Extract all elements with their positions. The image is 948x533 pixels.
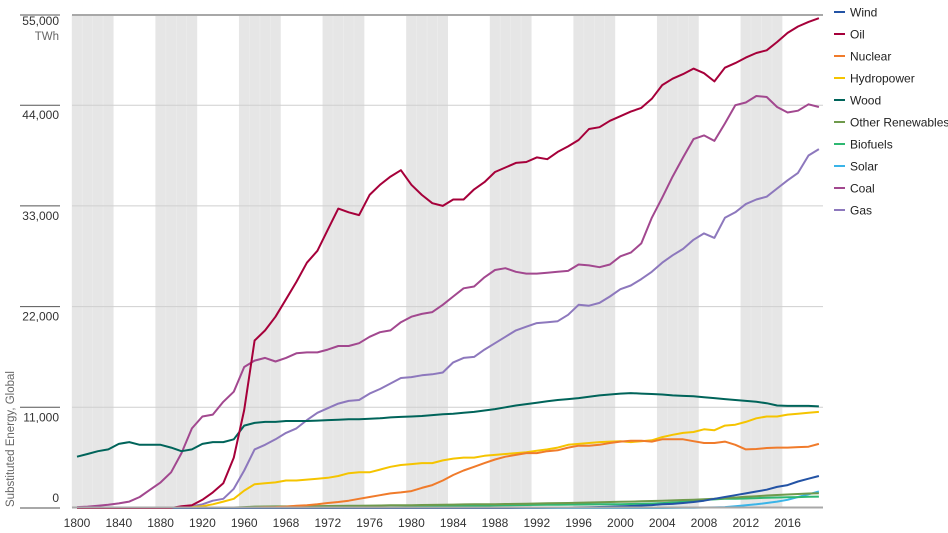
legend-label: Hydropower: [850, 72, 915, 86]
legend-item-biofuels: Biofuels: [834, 138, 893, 152]
y-unit-label: TWh: [35, 31, 59, 43]
legend-item-wind: Wind: [834, 6, 877, 20]
series-line-coal: [76, 95, 820, 509]
legend-label: Biofuels: [850, 138, 893, 152]
legend-label: Coal: [850, 182, 875, 196]
legend-item-hydropower: Hydropower: [834, 72, 915, 86]
legend-label: Wind: [850, 6, 877, 20]
y-axis-title: Substituted Energy, Global: [5, 371, 17, 507]
x-tick-label: 1960: [231, 516, 258, 530]
series-line-wood: [76, 392, 819, 458]
legend-label: Nuclear: [850, 50, 891, 64]
x-tick-label: 1972: [314, 516, 341, 530]
x-tick-label: 1988: [482, 516, 509, 530]
x-tick-label: 2016: [774, 516, 801, 530]
x-tick-label: 1840: [105, 516, 132, 530]
x-tick-label: 1920: [189, 516, 216, 530]
x-tick-label: 1996: [565, 516, 592, 530]
legend-item-coal: Coal: [834, 182, 875, 196]
x-tick-label: 1880: [147, 516, 174, 530]
x-tick-label: 2008: [691, 516, 718, 530]
legend-item-wood: Wood: [834, 94, 881, 108]
x-tick-label: 2012: [732, 516, 759, 530]
legend-label: Solar: [850, 160, 878, 174]
legend-item-solar: Solar: [834, 160, 878, 174]
legend-label: Wood: [850, 94, 881, 108]
series-line-hydropower: [77, 410, 819, 509]
y-tick-label: 22,000: [22, 310, 59, 324]
y-tick-label: 0: [52, 491, 59, 505]
x-axis-ticks: 1800 1840 1880 1920 1960 1968 1972 1976 1980 1984…: [64, 516, 802, 530]
x-tick-label: 1992: [523, 516, 550, 530]
legend-item-oil: Oil: [834, 28, 865, 42]
y-tick-label: 55,000: [22, 14, 59, 28]
series-line-gas: [77, 148, 820, 509]
legend-label: Oil: [850, 28, 865, 42]
x-tick-label: 1800: [64, 516, 91, 530]
x-tick-label: 1976: [356, 516, 383, 530]
x-tick-label: 1980: [398, 516, 425, 530]
x-tick-label: 1984: [440, 516, 467, 530]
y-tick-label: 11,000: [23, 410, 59, 424]
legend: Wind Oil Nuclear Hydropower Wood Other Renewa…: [834, 6, 948, 218]
period-bands: [71, 15, 783, 508]
y-tick-label: 44,000: [22, 108, 59, 122]
legend-label: Other Renewables: [850, 116, 948, 130]
series-line-oil: [77, 17, 820, 509]
y-tick-label: 33,000: [22, 209, 59, 223]
legend-label: Gas: [850, 204, 872, 218]
legend-item-other-renewables: Other Renewables: [834, 116, 948, 130]
x-tick-label: 2000: [607, 516, 634, 530]
y-axis-ticks: 0 11,000 22,000 33,000 44,000 55,000: [20, 14, 60, 509]
x-tick-label: 2004: [649, 516, 676, 530]
legend-item-nuclear: Nuclear: [834, 50, 891, 64]
gridlines: [72, 14, 823, 408]
legend-item-gas: Gas: [834, 204, 872, 218]
x-tick-label: 1968: [273, 516, 300, 530]
